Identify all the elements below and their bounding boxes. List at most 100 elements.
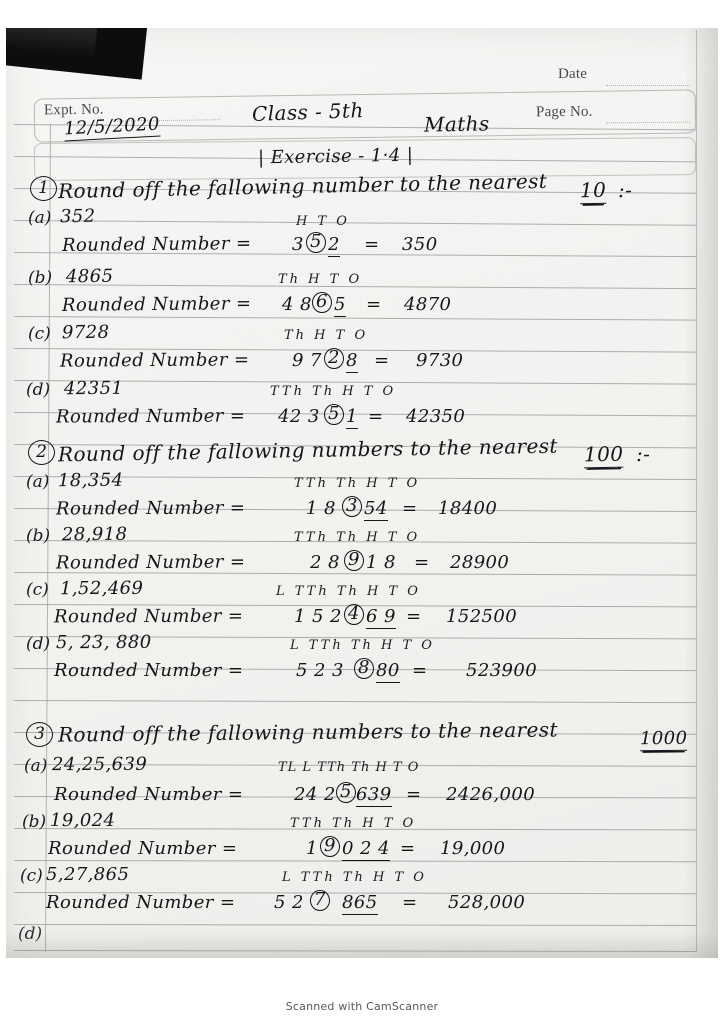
equals-3b: = bbox=[400, 838, 416, 859]
equals-1d: = bbox=[368, 406, 384, 427]
result-2d: 523900 bbox=[466, 660, 538, 681]
equals-2b: = bbox=[414, 552, 430, 573]
digits-pre-3b: 1 bbox=[306, 838, 318, 859]
digits-post-2a: 54 bbox=[364, 498, 388, 521]
part-value-2d: 5, 23, 880 bbox=[55, 631, 152, 654]
digits-pre-3c: 5 2 bbox=[274, 892, 304, 913]
digits-post-1d: 1 bbox=[346, 406, 358, 429]
digits-pre-2b: 2 8 bbox=[310, 552, 340, 573]
part-label-1a: (a) bbox=[28, 208, 52, 228]
page-no-label: Page No. bbox=[535, 103, 593, 121]
part-label-3a: (a) bbox=[24, 756, 48, 776]
part-value-3b: 19,024 bbox=[50, 810, 116, 831]
answer-label-2a: Rounded Number = bbox=[55, 497, 246, 520]
page-edge-shading bbox=[684, 28, 718, 958]
digits-pre-1b: 4 8 bbox=[282, 294, 312, 315]
part-value-3c: 5,27,865 bbox=[46, 864, 130, 885]
circled-digit-2b: 9 bbox=[344, 550, 364, 571]
place-labels-3a: TL L TTh Th H T O bbox=[278, 760, 420, 775]
part-label-3d: (d) bbox=[18, 924, 42, 944]
answer-label-3c: Rounded Number = bbox=[46, 892, 236, 913]
digits-pre-1a: 3 bbox=[292, 234, 304, 255]
result-2a: 18400 bbox=[438, 498, 498, 519]
date-label: Date bbox=[558, 66, 588, 82]
part-label-1c: (c) bbox=[28, 324, 51, 344]
answer-label-2b: Rounded Number = bbox=[55, 551, 246, 574]
equals-2d: = bbox=[412, 660, 428, 681]
part-label-3c: (c) bbox=[20, 866, 43, 886]
part-label-2b: (b) bbox=[26, 526, 51, 546]
place-labels-1b: Th H T O bbox=[278, 272, 363, 287]
class-value: Class - 5th bbox=[251, 98, 365, 126]
subject-value: Maths bbox=[423, 111, 490, 137]
question-number-1: 1 bbox=[30, 176, 57, 201]
part-label-2c: (c) bbox=[26, 580, 49, 600]
question-1-target: 10 bbox=[579, 177, 607, 205]
part-value-2a: 18,354 bbox=[57, 469, 124, 492]
equals-1a: = bbox=[364, 234, 380, 255]
place-labels-1a: H T O bbox=[296, 214, 350, 229]
answer-label-3a: Rounded Number = bbox=[54, 784, 244, 805]
part-label-1b: (b) bbox=[28, 268, 53, 288]
digits-post-3a: 639 bbox=[356, 784, 392, 807]
place-labels-2d: L TTh Th H T O bbox=[290, 638, 435, 653]
page-bottom-shading bbox=[6, 932, 718, 958]
paper-sheet: Date Expt. No. Page No. 12/5/2020 Class … bbox=[6, 28, 718, 958]
result-3b: 19,000 bbox=[440, 838, 506, 859]
answer-label-2c: Rounded Number = bbox=[53, 605, 244, 628]
digits-pre-2c: 1 5 2 bbox=[294, 606, 342, 627]
camscanner-watermark: Scanned with CamScanner bbox=[285, 1000, 439, 1013]
part-value-3a: 24,25,639 bbox=[51, 753, 148, 776]
place-labels-3b: TTh Th H T O bbox=[290, 816, 417, 831]
exercise-title: | Exercise - 1·4 | bbox=[257, 144, 414, 169]
circled-digit-3c: 7 bbox=[310, 890, 330, 911]
result-3c: 528,000 bbox=[448, 892, 526, 913]
place-labels-1d: TTh Th H T O bbox=[270, 384, 397, 399]
result-2b: 28900 bbox=[450, 552, 510, 573]
digits-post-2c: 6 9 bbox=[366, 606, 396, 629]
digits-pre-3a: 24 2 bbox=[294, 784, 336, 805]
place-labels-3c: L TTh Th H T O bbox=[282, 870, 427, 885]
digits-post-1a: 2 bbox=[328, 234, 340, 257]
digits-post-2b: 1 8 bbox=[366, 552, 396, 573]
answer-label-3b: Rounded Number = bbox=[48, 838, 238, 859]
circled-digit-3b: 9 bbox=[320, 836, 340, 857]
digits-post-1b: 5 bbox=[334, 294, 346, 317]
digits-post-2d: 80 bbox=[376, 660, 400, 683]
equals-3c: = bbox=[402, 892, 418, 913]
answer-label-1c: Rounded Number = bbox=[59, 349, 250, 372]
place-labels-2b: TTh Th H T O bbox=[294, 530, 421, 545]
result-1b: 4870 bbox=[404, 294, 452, 315]
place-labels-2c: L TTh Th H T O bbox=[276, 584, 421, 599]
equals-2c: = bbox=[406, 606, 422, 627]
equals-1c: = bbox=[374, 350, 390, 371]
part-label-2d: (d) bbox=[26, 634, 51, 654]
digits-post-3b: 0 2 4 bbox=[342, 838, 390, 861]
answer-label-2d: Rounded Number = bbox=[54, 660, 244, 681]
circled-digit-1a: 5 bbox=[306, 232, 326, 253]
circled-digit-2d: 8 bbox=[354, 658, 374, 679]
answer-label-1b: Rounded Number = bbox=[61, 293, 252, 316]
result-1a: 350 bbox=[402, 234, 438, 255]
equals-2a: = bbox=[402, 498, 418, 519]
result-2c: 152500 bbox=[446, 606, 518, 627]
digits-post-3c: 865 bbox=[342, 892, 378, 915]
part-value-2c: 1,52,469 bbox=[59, 577, 144, 600]
question-2-target: 100 bbox=[583, 441, 624, 469]
question-1-colon: :- bbox=[617, 177, 633, 203]
question-number-3: 3 bbox=[26, 722, 53, 747]
part-value-1b: 4865 bbox=[65, 265, 114, 288]
result-3a: 2426,000 bbox=[446, 784, 536, 805]
circled-digit-2a: 3 bbox=[342, 496, 362, 517]
rule-lines bbox=[6, 28, 718, 958]
digits-pre-1c: 9 7 bbox=[292, 350, 322, 371]
answer-label-1d: Rounded Number = bbox=[55, 405, 246, 428]
answer-label-1a: Rounded Number = bbox=[61, 233, 252, 256]
part-value-2b: 28,918 bbox=[61, 523, 128, 546]
part-label-2a: (a) bbox=[26, 472, 50, 492]
digits-post-1c: 8 bbox=[346, 350, 358, 373]
digits-pre-2a: 1 8 bbox=[306, 498, 336, 519]
digits-pre-1d: 42 3 bbox=[278, 406, 320, 427]
circled-digit-1d: 5 bbox=[324, 404, 344, 425]
